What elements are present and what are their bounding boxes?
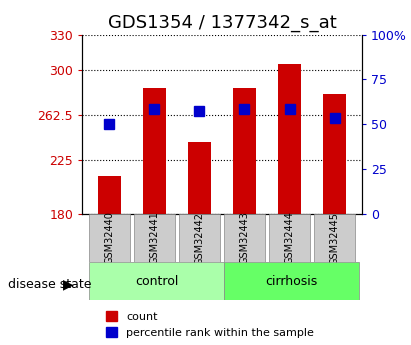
Bar	[179, 214, 220, 262]
Text: disease state: disease state	[8, 278, 92, 291]
Bar	[224, 262, 360, 300]
Bar	[323, 94, 346, 214]
Bar	[143, 88, 166, 214]
Text: GSM32444: GSM32444	[284, 211, 295, 265]
Text: GSM32441: GSM32441	[149, 211, 159, 265]
Text: GSM32442: GSM32442	[194, 211, 204, 265]
Bar	[134, 214, 175, 262]
Text: GSM32445: GSM32445	[330, 211, 339, 265]
Text: GSM32440: GSM32440	[104, 211, 114, 265]
Bar	[314, 214, 355, 262]
Title: GDS1354 / 1377342_s_at: GDS1354 / 1377342_s_at	[108, 14, 336, 32]
Text: control: control	[135, 275, 178, 288]
Text: cirrhosis: cirrhosis	[266, 275, 318, 288]
Text: ▶: ▶	[62, 278, 73, 292]
Bar	[269, 214, 310, 262]
Bar	[233, 88, 256, 214]
Bar	[89, 262, 224, 300]
Bar	[278, 65, 301, 214]
Bar	[98, 176, 120, 214]
Bar	[224, 214, 265, 262]
Bar	[89, 214, 129, 262]
Bar	[188, 142, 211, 214]
Legend: count, percentile rank within the sample: count, percentile rank within the sample	[102, 306, 319, 342]
Text: GSM32443: GSM32443	[240, 211, 249, 265]
